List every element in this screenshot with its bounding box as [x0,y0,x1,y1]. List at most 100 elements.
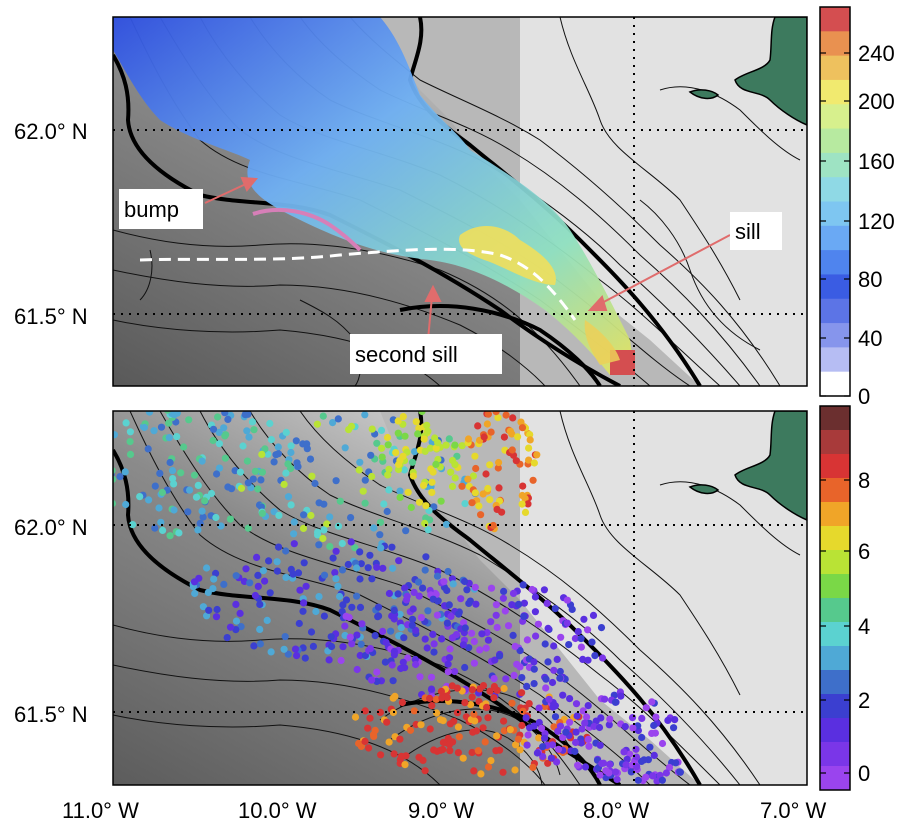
float-observation-point [312,607,320,616]
float-observation-point [415,498,424,506]
float-observation-point [389,564,397,572]
float-observation-point [232,617,241,625]
float-observation-point [313,420,321,428]
float-observation-point [356,575,364,583]
float-observation-point [484,714,492,722]
float-observation-point [490,694,498,702]
float-observation-point [461,663,469,672]
float-observation-point [476,646,484,654]
float-observation-point [338,539,346,548]
float-observation-point [493,623,501,632]
float-observation-point [512,457,520,465]
svg-text:second sill: second sill [355,342,458,367]
float-observation-point [151,482,159,490]
float-observation-point [482,644,490,652]
float-observation-point [371,632,379,640]
float-observation-point [290,518,298,526]
float-observation-point [622,761,630,769]
colorbar-segment [820,670,850,695]
float-observation-point [638,733,646,742]
float-observation-point [388,661,396,669]
top-lat-label-62: 62.0° N [14,119,88,144]
float-observation-point [457,595,465,603]
top-lower-plume [584,320,620,365]
float-observation-point [261,577,269,585]
float-observation-point [270,458,278,466]
colorbar-segment [820,274,850,300]
float-observation-point [474,422,482,430]
float-observation-point [408,621,416,629]
lon-label-10w: 10.0° W [238,798,317,823]
float-observation-point [530,658,538,666]
float-observation-point [248,418,257,426]
float-observation-point [572,728,580,736]
float-observation-point [478,630,486,638]
float-observation-point [384,441,392,449]
float-observation-point [419,584,427,592]
float-observation-point [409,605,417,613]
float-observation-point [501,607,509,615]
float-observation-point [346,633,354,641]
float-observation-point [397,752,405,760]
float-observation-point [472,600,480,608]
float-observation-point [387,627,395,635]
float-observation-point [331,569,339,577]
float-observation-point [486,461,494,469]
float-observation-point [428,478,436,486]
float-observation-point [472,464,480,473]
float-observation-point [637,757,646,766]
float-observation-point [459,641,467,649]
float-observation-point [166,458,174,467]
float-observation-point [295,619,303,628]
float-observation-point [550,666,558,674]
float-observation-point [244,524,252,532]
float-observation-point [518,424,527,432]
float-observation-point [242,565,250,573]
float-observation-point [585,742,593,750]
float-observation-point [438,635,446,643]
float-observation-point [487,618,495,626]
float-observation-point [539,753,547,761]
float-observation-point [598,759,606,768]
float-observation-point [429,630,437,639]
float-observation-point [577,739,585,747]
float-observation-point [545,695,553,703]
float-observation-point [169,475,177,483]
bottom-small-island [688,484,720,495]
float-observation-point [480,433,488,441]
float-observation-point [253,553,261,562]
float-observation-point [556,674,564,682]
colorbar-tick-label: 40 [858,326,882,351]
float-observation-point [574,761,582,769]
top-shelf-slope [380,17,700,386]
colorbar-segment [820,323,850,348]
float-observation-point [207,489,216,498]
float-observation-point [221,454,229,462]
float-observation-point [642,773,650,781]
lon-label-7w: 7.0° W [760,798,826,823]
float-observation-point [261,445,269,453]
float-observation-point [186,486,194,494]
colorbar-segment [820,430,850,455]
float-observation-point [623,755,631,763]
colorbar-segment [820,128,850,154]
float-observation-point [345,426,353,434]
float-observation-point [414,430,422,438]
float-observation-point [479,490,487,498]
float-observation-point [426,444,434,452]
float-observation-point [151,524,159,532]
float-observation-point [336,592,344,601]
float-observation-point [227,485,236,493]
float-observation-point [466,597,474,605]
float-observation-point [499,594,507,602]
float-observation-point [420,435,428,443]
float-observation-point [356,651,364,660]
float-observation-point [524,500,532,508]
annotation-arrows [204,176,731,341]
float-observation-point [236,468,244,476]
float-observation-point [429,468,437,476]
float-observation-point [617,692,625,700]
float-observation-point [628,714,637,722]
float-observation-point [423,644,431,652]
float-observation-point [542,675,550,683]
